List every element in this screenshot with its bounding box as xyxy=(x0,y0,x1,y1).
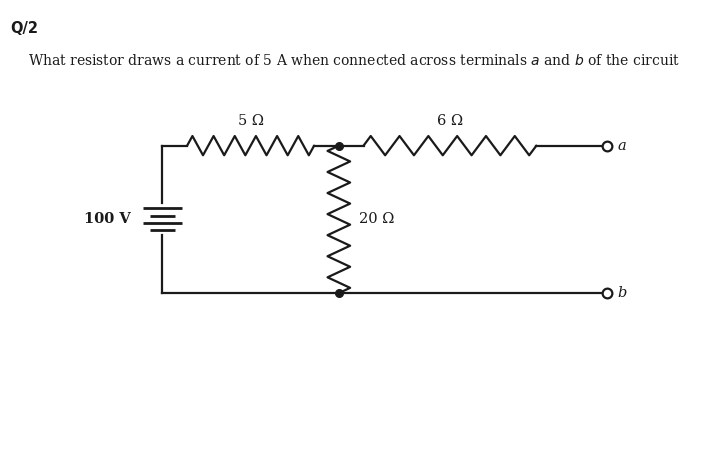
Text: b: b xyxy=(618,286,627,300)
Text: 6 Ω: 6 Ω xyxy=(437,114,463,128)
Text: a: a xyxy=(618,139,626,153)
Text: 100 V: 100 V xyxy=(84,213,130,226)
Text: What resistor draws a current of 5 A when connected across terminals $a$ and $b$: What resistor draws a current of 5 A whe… xyxy=(28,53,680,68)
Text: Q/2: Q/2 xyxy=(11,21,39,36)
Text: 20 Ω: 20 Ω xyxy=(359,213,394,226)
Text: 5 Ω: 5 Ω xyxy=(238,114,264,128)
